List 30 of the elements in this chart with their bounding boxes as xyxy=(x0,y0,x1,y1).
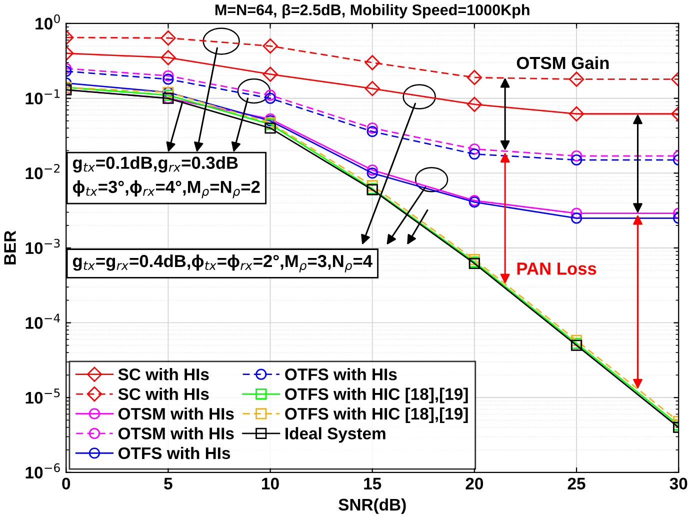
legend-label: OTFS with HIC [18],[19] xyxy=(285,407,468,424)
annotation: OTSM Gain xyxy=(516,56,609,70)
y-axis-title: BER xyxy=(4,230,16,264)
legend-label: OTFS with HIs xyxy=(285,368,397,380)
y-tick-label: 10$^{−5}$ xyxy=(26,388,60,404)
y-tick-label: 10$^{0}$ xyxy=(36,14,60,30)
y-tick-label: 10$^{−1}$ xyxy=(26,89,60,104)
x-tick-label: 5 xyxy=(164,478,172,490)
chart-title: M=N=64, β=2.5dB, Mobility Speed=1000Kph xyxy=(215,4,530,18)
x-tick-label: 0 xyxy=(62,478,70,490)
legend-label: OTSM with HIs xyxy=(118,427,234,440)
y-tick-label: 10$^{−4}$ xyxy=(26,314,60,329)
legend-label: SC with HIs xyxy=(118,388,209,400)
x-tick-label: 30 xyxy=(670,478,688,490)
legend-label: OTFS with HIs xyxy=(118,446,230,460)
x-tick-label: 15 xyxy=(364,478,382,490)
annotation: PAN Loss xyxy=(517,262,596,275)
legend-label: OTSM with HIs xyxy=(118,407,234,420)
x-tick-label: 25 xyxy=(568,478,586,490)
legend-label: Ideal System xyxy=(286,427,386,443)
text: g$_{tx}$=g$_{rx}$=0.4dB,ϕ$_{tx}$=ϕ$_{rx}$=2°,M$_{ρ}$=3,N$_{ρ}$=4 xyxy=(72,254,372,272)
y-tick-label: 10$^{−2}$ xyxy=(26,164,60,180)
x-axis-title: SNR(dB) xyxy=(338,498,406,514)
text: g$_{tx}$=0.1dB,g$_{rx}$=0.3dB ϕ$_{tx}$=3°,ϕ$_{rx}$=4°,M$_{ρ}$=N$_{ρ}$=2 xyxy=(72,156,260,198)
y-tick-label: 10$^{−6}$ xyxy=(26,463,60,478)
y-tick-label: 10$^{−3}$ xyxy=(26,238,60,254)
x-tick-label: 10 xyxy=(262,478,279,490)
legend-label: OTFS with HIC [18],[19] xyxy=(285,388,468,404)
legend-label: SC with HIs xyxy=(118,368,209,380)
x-tick-label: 20 xyxy=(466,478,484,490)
